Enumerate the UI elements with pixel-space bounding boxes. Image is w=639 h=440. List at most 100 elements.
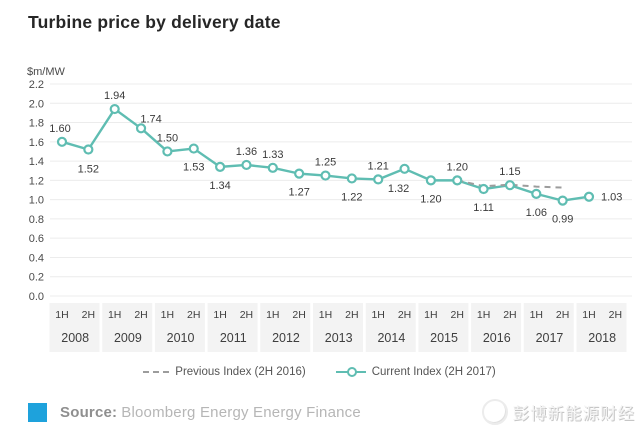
x-tick-half-label: 2H: [240, 309, 253, 321]
data-point-marker: [135, 123, 147, 134]
data-point-marker: [373, 174, 384, 185]
legend: Previous Index (2H 2016) Current Index (…: [0, 366, 639, 378]
x-tick-year-label: 2012: [272, 331, 300, 345]
x-tick-year-label: 2013: [325, 331, 353, 345]
x-tick-year-label: 2009: [114, 331, 142, 345]
data-point-label: 1.33: [262, 149, 283, 161]
data-point-label: 1.60: [49, 123, 70, 135]
x-axis-year-block: [418, 303, 469, 352]
x-axis-year-block: [49, 303, 100, 352]
watermark: 彭博新能源财经: [481, 399, 636, 425]
x-tick-year-label: 2011: [220, 331, 247, 345]
x-axis-year-block: [102, 303, 153, 352]
y-tick-label: 1.4: [29, 156, 44, 168]
x-tick-year-label: 2017: [536, 331, 564, 345]
x-tick-half-label: 1H: [266, 309, 279, 321]
line-circle-swatch-icon: [335, 367, 366, 377]
data-point-marker: [56, 136, 68, 147]
source-text: Source: Bloomberg Energy Energy Finance: [60, 404, 361, 421]
x-tick-half-label: 2H: [187, 309, 200, 321]
x-tick-half-label: 2H: [609, 309, 622, 321]
data-point-marker: [557, 195, 568, 206]
y-tick-label: 0.6: [29, 233, 44, 245]
x-tick-year-label: 2008: [61, 331, 89, 345]
data-point-label: 1.53: [183, 162, 204, 174]
data-point-label: 1.36: [236, 146, 257, 158]
data-point-label: 1.50: [157, 132, 178, 144]
data-point-marker: [531, 188, 542, 199]
x-tick-half-label: 2H: [292, 309, 305, 321]
x-tick-year-label: 2014: [377, 331, 405, 345]
legend-item-previous-index: Previous Index (2H 2016): [143, 366, 306, 378]
x-tick-half-label: 2H: [134, 309, 147, 321]
y-tick-label: 0.0: [29, 291, 44, 303]
x-axis-year-block: [471, 303, 522, 352]
y-tick-label: 1.6: [29, 137, 44, 149]
y-tick-label: 2.0: [29, 98, 44, 110]
data-point-label: 1.74: [140, 113, 161, 125]
data-point-marker: [267, 162, 278, 173]
dashed-line-swatch-icon: [143, 371, 170, 373]
x-axis-year-block: [576, 303, 627, 352]
series-previous-index-line: [457, 179, 563, 189]
x-tick-half-label: 1H: [55, 309, 68, 321]
brand-square-icon: [28, 403, 47, 422]
x-tick-half-label: 1H: [108, 309, 121, 321]
legend-label-previous: Previous Index (2H 2016): [175, 366, 306, 378]
y-tick-label: 1.2: [29, 175, 44, 187]
data-point-label: 1.20: [447, 161, 468, 173]
x-axis-year-block: [207, 303, 258, 352]
data-point-marker: [83, 144, 94, 155]
data-point-marker: [162, 146, 173, 157]
data-point-label: 1.21: [367, 160, 388, 172]
x-axis-year-block: [523, 303, 574, 352]
chart-title: Turbine price by delivery date: [28, 12, 281, 32]
data-point-label: 1.27: [288, 187, 309, 199]
data-point-marker: [215, 161, 226, 172]
x-tick-year-label: 2015: [430, 331, 458, 345]
data-point-label: 1.52: [78, 164, 99, 176]
data-point-marker: [188, 143, 199, 154]
x-tick-half-label: 1H: [319, 309, 332, 321]
x-tick-year-label: 2016: [483, 331, 511, 345]
y-tick-label: 1.8: [29, 118, 44, 130]
x-tick-half-label: 2H: [451, 309, 464, 321]
data-point-marker: [425, 175, 436, 186]
data-point-label: 1.25: [315, 157, 336, 169]
data-point-marker: [294, 168, 305, 179]
x-tick-half-label: 2H: [345, 309, 358, 321]
x-tick-half-label: 1H: [371, 309, 384, 321]
x-tick-year-label: 2018: [588, 331, 616, 345]
data-point-label: 1.15: [499, 166, 520, 178]
x-tick-half-label: 1H: [161, 309, 174, 321]
x-tick-half-label: 1H: [424, 309, 437, 321]
data-point-marker: [241, 159, 252, 171]
source-label: Source:: [60, 404, 118, 421]
data-point-label: 1.34: [209, 180, 230, 192]
x-tick-year-label: 2010: [167, 331, 195, 345]
y-axis-unit-label: $m/MW: [27, 66, 66, 78]
x-tick-half-label: 1H: [477, 309, 490, 321]
source-value: Bloomberg Energy Energy Finance: [121, 404, 361, 421]
data-point-marker: [320, 170, 331, 181]
source-row: Source: Bloomberg Energy Energy Finance: [28, 403, 361, 422]
x-tick-half-label: 1H: [582, 309, 595, 321]
y-tick-label: 0.8: [29, 214, 44, 226]
data-point-label: 1.20: [420, 193, 441, 205]
data-point-marker: [109, 103, 120, 115]
data-point-label: 1.11: [473, 202, 494, 214]
x-axis-year-block: [313, 303, 363, 352]
x-axis-year-block: [260, 303, 311, 352]
data-point-marker: [478, 183, 489, 195]
y-tick-label: 0.2: [29, 272, 44, 284]
data-point-marker: [583, 191, 595, 202]
x-tick-half-label: 2H: [398, 309, 411, 321]
data-point-label: 0.99: [552, 214, 573, 226]
legend-label-current: Current Index (2H 2017): [371, 366, 496, 378]
data-point-label: 1.32: [388, 183, 409, 195]
data-point-label: 1.22: [341, 191, 362, 203]
data-point-label: 1.06: [526, 207, 547, 219]
y-tick-label: 0.4: [29, 252, 44, 264]
watermark-logo-icon: [481, 399, 508, 425]
